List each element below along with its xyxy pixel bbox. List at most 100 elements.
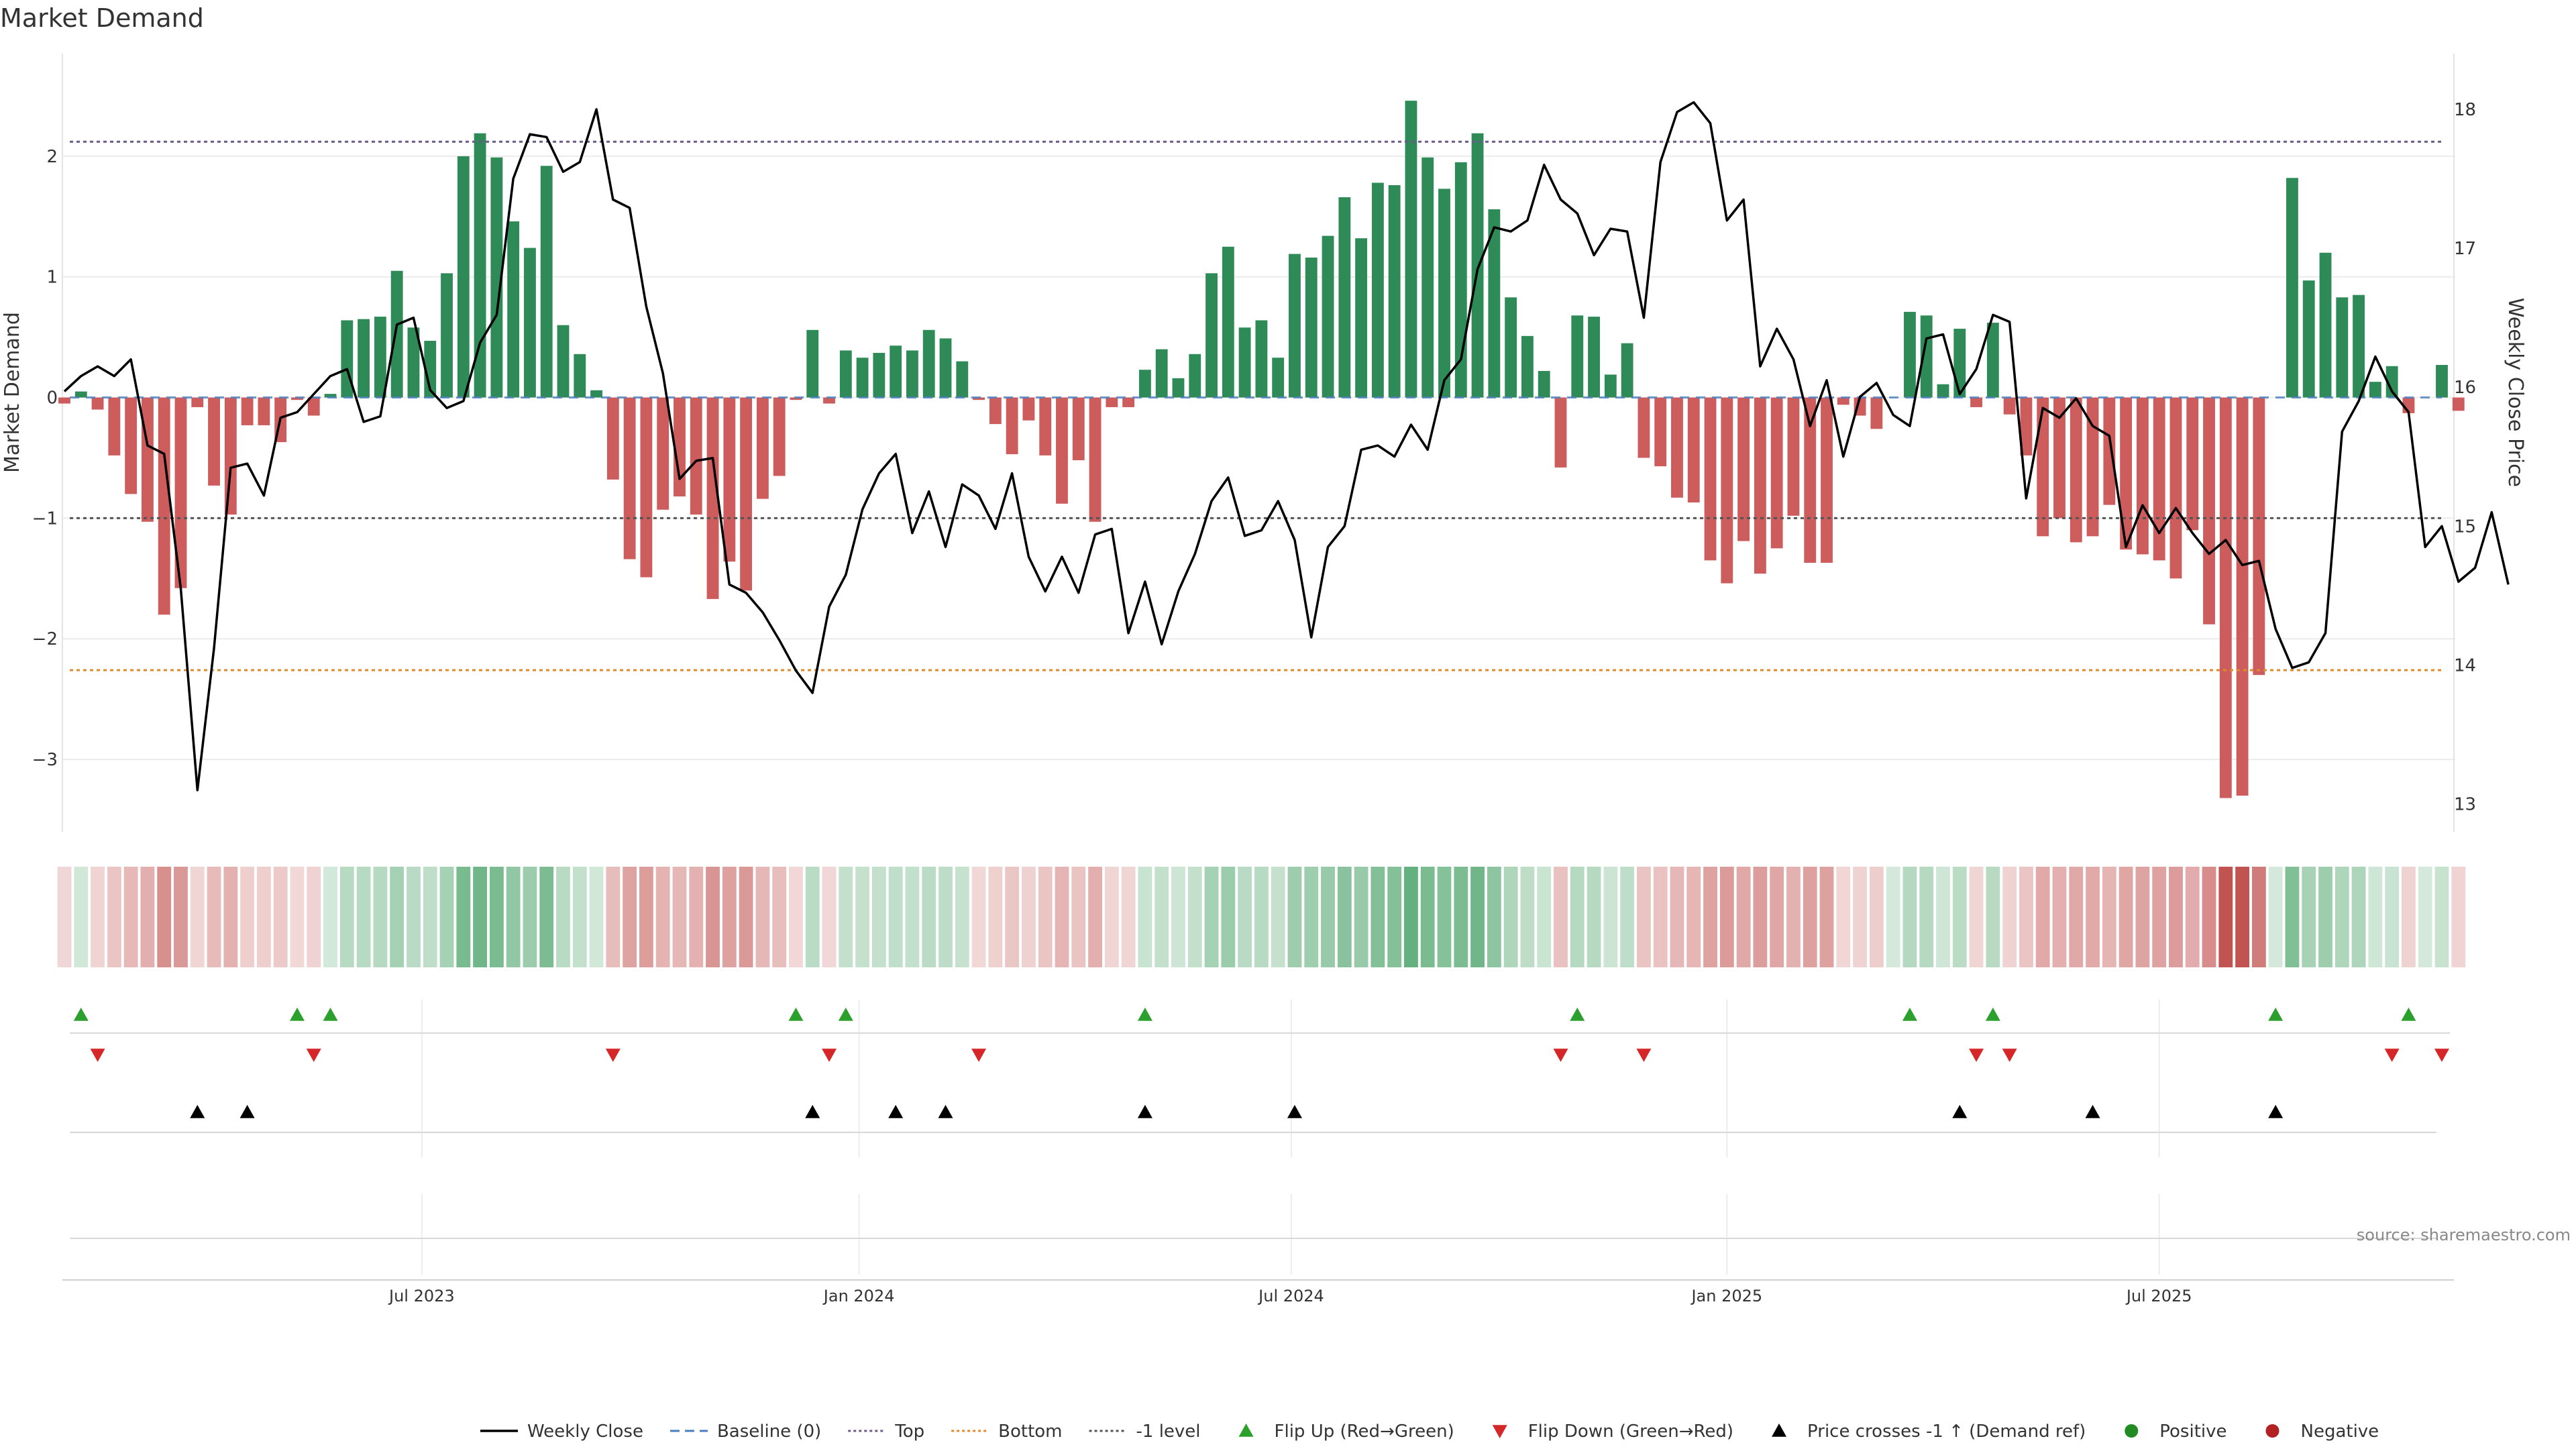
heat-cell [307, 867, 321, 967]
heat-cell [1371, 867, 1385, 967]
demand-bar [2136, 397, 2149, 555]
heat-cell [1055, 867, 1069, 967]
heat-cell [1952, 867, 1967, 967]
flip-down-marker [1636, 1049, 1652, 1062]
cross-up-marker [938, 1105, 953, 1118]
heat-cell [1503, 867, 1518, 967]
demand-bar [2086, 397, 2099, 537]
demand-bar [1937, 384, 1949, 398]
heat-cell [207, 867, 221, 967]
heat-cell [439, 867, 454, 967]
heat-cell [2002, 867, 2017, 967]
demand-bar [1238, 327, 1251, 398]
demand-bar [224, 397, 237, 515]
heat-cell [1088, 867, 1102, 967]
demand-bar [1172, 378, 1185, 398]
demand-bar [1405, 101, 1417, 398]
heat-cell [1587, 867, 1601, 967]
heat-cell [523, 867, 537, 967]
heat-cell [2285, 867, 2300, 967]
legend-label-weekly_close: Weekly Close [527, 1421, 643, 1442]
heat-cell [2402, 867, 2416, 967]
heat-cell [2451, 867, 2466, 967]
heat-cell [1520, 867, 1535, 967]
flip-up-marker [323, 1008, 338, 1021]
demand-bar [291, 397, 303, 400]
heat-cell [1254, 867, 1269, 967]
demand-bar [1122, 397, 1135, 407]
heat-cell [1936, 867, 1950, 967]
heat-cell [2019, 867, 2033, 967]
demand-bar [1421, 157, 1434, 398]
demand-bar [1388, 185, 1401, 398]
heat-cell [2385, 867, 2400, 967]
heat-cell [140, 867, 155, 967]
heat-cell [1238, 867, 1252, 967]
demand-bar [2053, 397, 2065, 519]
demand-bar [2103, 397, 2116, 505]
heat-cell [190, 867, 205, 967]
demand-bar [873, 353, 885, 398]
demand-bar [2037, 397, 2049, 537]
heat-cell [2152, 867, 2167, 967]
heat-cell [888, 867, 903, 967]
heat-cell [739, 867, 753, 967]
right-y-axis: 18 17 16 15 14 13 [2454, 100, 2476, 815]
flip-up-marker [788, 1008, 804, 1021]
demand-bar [2236, 397, 2249, 796]
x-axis: Jul 2023 Jan 2024 Jul 2024 Jan 2025 Jul 2025 [62, 1279, 2454, 1305]
heat-cell [1022, 867, 1036, 967]
demand-bar [1687, 397, 1700, 503]
cross-up-marker [1137, 1105, 1152, 1118]
legend-label-flip_down: Flip Down (Green→Red) [1528, 1421, 1733, 1442]
heat-cell [1537, 867, 1552, 967]
heat-cell [1487, 867, 1501, 967]
demand-bar [1454, 162, 1467, 398]
demand-bar [1089, 397, 1102, 522]
demand-bar [1222, 246, 1234, 398]
demand-bar [108, 397, 121, 455]
demand-bar [1704, 397, 1717, 561]
legend-label-minus_one: -1 level [1136, 1421, 1201, 1442]
demand-bar [2070, 397, 2082, 543]
demand-bar [989, 397, 1002, 425]
heat-cell [1636, 867, 1651, 967]
demand-bar [2219, 397, 2232, 798]
demand-bar [657, 397, 669, 510]
demand-bar [623, 397, 636, 559]
demand-bar [1056, 397, 1068, 504]
demand-bar [2169, 397, 2182, 579]
demand-bar [1804, 397, 1817, 563]
demand-bar [1106, 397, 1118, 407]
demand-bar [723, 397, 736, 562]
cross-up-marker [2085, 1105, 2100, 1118]
heat-cell [1853, 867, 1867, 967]
demand-bar [1272, 358, 1285, 398]
demand-bar [1155, 349, 1168, 398]
heat-cell [589, 867, 604, 967]
demand-bar [756, 397, 769, 499]
heat-cell [91, 867, 105, 967]
demand-bar [474, 133, 486, 398]
heat-cell [489, 867, 504, 967]
heat-cell [74, 867, 89, 967]
demand-bar [740, 397, 753, 591]
heat-cell [290, 867, 305, 967]
demand-bar [1138, 370, 1151, 398]
heat-cell [256, 867, 271, 967]
right-y-tick-label: 18 [2454, 100, 2476, 120]
demand-bar [806, 329, 819, 398]
demand-bar [208, 397, 220, 486]
heat-cell [1986, 867, 2000, 967]
heat-cell [2368, 867, 2383, 967]
demand-bar [1770, 397, 1783, 549]
demand-bar [2302, 280, 2315, 398]
heat-cell [123, 867, 138, 967]
flip-up-marker [1137, 1008, 1152, 1021]
heat-cell [2351, 867, 2366, 967]
legend-symbol-triangle [1772, 1424, 1787, 1437]
heat-cell [1287, 867, 1302, 967]
demand-bar [540, 166, 553, 398]
demand-bar [856, 358, 869, 398]
